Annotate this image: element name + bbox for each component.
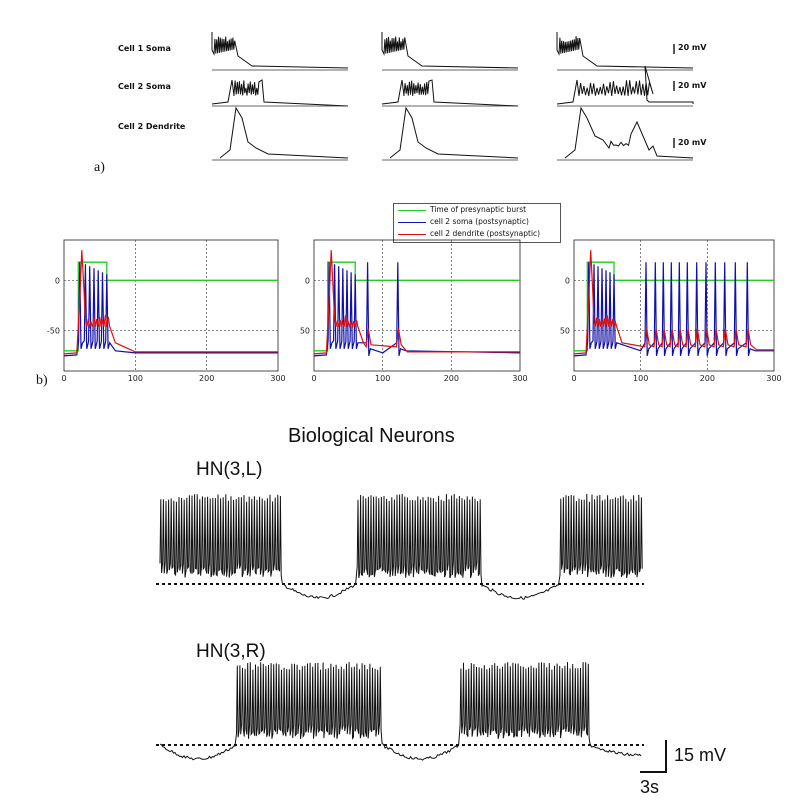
- legend-label: cell 2 soma (postsynaptic): [430, 217, 529, 226]
- panel-a-traces: [211, 32, 694, 161]
- scale-voltage-label: 15 mV: [674, 745, 727, 765]
- trace-line: [556, 32, 694, 69]
- series-line-presynaptic: [314, 261, 520, 352]
- trace-line: [381, 79, 519, 107]
- legend-swatch: [398, 210, 426, 211]
- bio-title: Biological Neurons: [288, 425, 455, 447]
- x-tick-label: 200: [700, 374, 715, 383]
- series-line-soma: [573, 262, 774, 357]
- trace-line: [211, 79, 349, 107]
- legend-label: Time of presynaptic burst: [430, 205, 527, 214]
- legend-item: cell 2 soma (postsynaptic): [394, 216, 560, 228]
- y-tick-label: -50: [47, 327, 60, 336]
- x-tick-label: 200: [444, 374, 459, 383]
- series-line-presynaptic: [574, 261, 774, 352]
- series-line-dendrite: [63, 250, 278, 355]
- trace-label-left: HN(3,L): [196, 459, 263, 480]
- legend-label: cell 2 dendrite (postsynaptic): [430, 229, 541, 238]
- chart-panel: 0 100 200 300 0 50: [560, 239, 782, 383]
- trace-hn3-right: [159, 662, 642, 761]
- x-tick-label: 200: [199, 374, 214, 383]
- trace-hn3-left: [159, 493, 643, 600]
- legend-item: Time of presynaptic burst: [394, 204, 560, 216]
- cell2-soma-label: Cell 2 Soma: [118, 82, 171, 91]
- chart-frame: [63, 239, 279, 372]
- chart-frame: [573, 239, 775, 372]
- x-tick-label: 0: [571, 374, 576, 383]
- y-tick-label: 0: [565, 276, 570, 285]
- x-tick-label: 300: [512, 374, 527, 383]
- y-tick-label: 0: [55, 276, 60, 285]
- series-line-dendrite: [573, 250, 774, 355]
- x-tick-label: 0: [61, 374, 66, 383]
- scale-bar-label: 20 mV: [678, 81, 707, 90]
- panel-a-letter: a): [94, 160, 105, 175]
- trace-line: [381, 32, 519, 69]
- trace-label-right: HN(3,R): [196, 641, 266, 662]
- y-tick-label: 50: [560, 327, 570, 336]
- x-tick-label: 0: [311, 374, 316, 383]
- scale-bar-label: 20 mV: [678, 138, 707, 147]
- chart-frame: [313, 239, 521, 372]
- scale-bar-label: 20 mV: [678, 43, 707, 52]
- series-line-dendrite: [313, 250, 520, 355]
- series-line-soma: [313, 262, 521, 357]
- y-tick-label: 0: [305, 276, 310, 285]
- series-line-soma: [63, 262, 278, 357]
- chart-panel: 0 100 200 300 0 50: [300, 239, 528, 383]
- cell2-dendrite-label: Cell 2 Dendrite: [118, 122, 186, 131]
- legend-swatch: [398, 222, 426, 223]
- trace-line: [389, 106, 519, 159]
- x-tick-label: 100: [375, 374, 390, 383]
- legend-swatch: [398, 234, 426, 235]
- x-tick-label: 100: [128, 374, 143, 383]
- legend-item: cell 2 dendrite (postsynaptic): [394, 228, 560, 240]
- series-line-presynaptic: [64, 261, 278, 352]
- x-tick-label: 300: [766, 374, 781, 383]
- y-tick-label: 50: [300, 327, 310, 336]
- trace-line: [564, 106, 694, 159]
- trace-line: [556, 65, 694, 105]
- scale-time-label: 3s: [640, 777, 660, 797]
- trace-line: [219, 106, 349, 159]
- x-tick-label: 300: [270, 374, 285, 383]
- chart-panel: 0 100 200 300 0 -50: [47, 239, 286, 383]
- panel-b-letter: b): [36, 373, 48, 388]
- chart-legend: Time of presynaptic burst cell 2 soma (p…: [393, 203, 561, 243]
- trace-line: [211, 32, 349, 69]
- cell1-soma-label: Cell 1 Soma: [118, 44, 171, 53]
- panel-b-charts: 0 100 200 300 0 -50 0 100 200 300 0 50 0 100 200 300 0 50: [47, 239, 782, 383]
- x-tick-label: 100: [633, 374, 648, 383]
